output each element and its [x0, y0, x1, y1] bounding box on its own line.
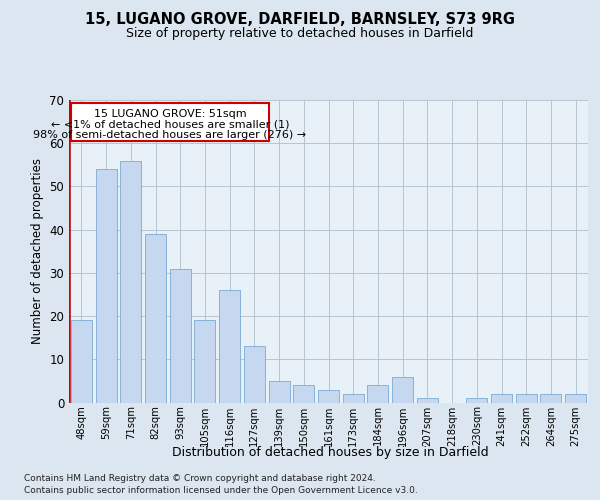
Bar	[120, 160, 141, 402]
Bar	[417, 398, 438, 402]
Bar	[392, 376, 413, 402]
Bar	[71, 103, 269, 141]
Bar	[565, 394, 586, 402]
Bar	[367, 385, 388, 402]
Text: ← <1% of detached houses are smaller (1): ← <1% of detached houses are smaller (1)	[50, 120, 289, 130]
Bar	[318, 390, 339, 402]
Bar	[145, 234, 166, 402]
Text: 15, LUGANO GROVE, DARFIELD, BARNSLEY, S73 9RG: 15, LUGANO GROVE, DARFIELD, BARNSLEY, S7…	[85, 12, 515, 28]
Bar	[95, 169, 116, 402]
Bar	[194, 320, 215, 402]
Bar	[219, 290, 240, 403]
Bar	[244, 346, 265, 403]
Y-axis label: Number of detached properties: Number of detached properties	[31, 158, 44, 344]
Bar	[466, 398, 487, 402]
Text: Contains HM Land Registry data © Crown copyright and database right 2024.: Contains HM Land Registry data © Crown c…	[24, 474, 376, 483]
Bar	[343, 394, 364, 402]
Text: 98% of semi-detached houses are larger (276) →: 98% of semi-detached houses are larger (…	[33, 130, 307, 140]
Text: Contains public sector information licensed under the Open Government Licence v3: Contains public sector information licen…	[24, 486, 418, 495]
Bar	[269, 381, 290, 402]
Bar	[170, 268, 191, 402]
Text: Distribution of detached houses by size in Darfield: Distribution of detached houses by size …	[172, 446, 488, 459]
Text: 15 LUGANO GROVE: 51sqm: 15 LUGANO GROVE: 51sqm	[94, 108, 246, 118]
Bar	[491, 394, 512, 402]
Bar	[71, 320, 92, 402]
Bar	[293, 385, 314, 402]
Text: Size of property relative to detached houses in Darfield: Size of property relative to detached ho…	[127, 28, 473, 40]
Bar	[516, 394, 537, 402]
Bar	[541, 394, 562, 402]
